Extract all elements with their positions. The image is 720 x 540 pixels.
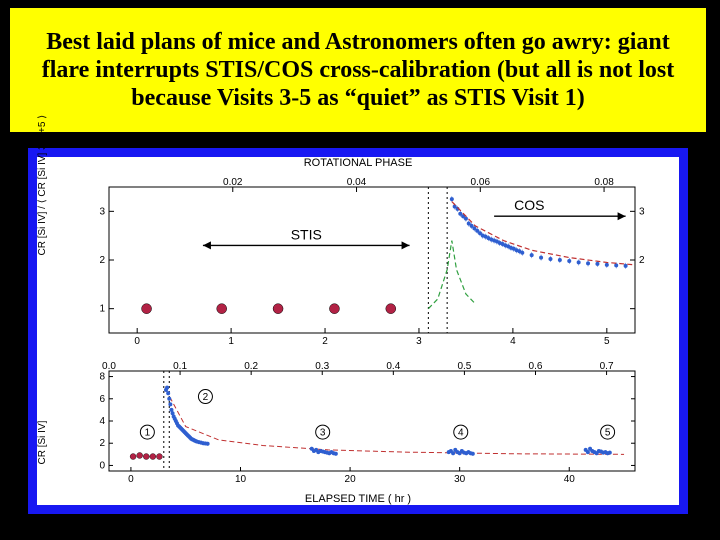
svg-text:40: 40 [564, 474, 576, 485]
svg-text:0: 0 [99, 460, 105, 471]
svg-text:5: 5 [604, 336, 610, 347]
svg-text:2: 2 [203, 392, 209, 403]
top-axis-title: ROTATIONAL PHASE [37, 157, 679, 169]
svg-text:0.02: 0.02 [223, 177, 243, 188]
svg-text:0.1: 0.1 [173, 361, 187, 372]
slide: Best laid plans of mice and Astronomers … [0, 0, 720, 540]
svg-text:8: 8 [99, 372, 105, 383]
svg-text:0.2: 0.2 [244, 361, 258, 372]
svg-text:1: 1 [99, 304, 105, 315]
y-axis-upper-title: CR [Si IV] / ⟨ CR [Si IV] 3+4+5 ⟩ [37, 115, 48, 256]
svg-text:6: 6 [99, 394, 105, 405]
svg-text:0: 0 [134, 336, 140, 347]
svg-text:5: 5 [605, 428, 611, 439]
svg-text:1: 1 [228, 336, 234, 347]
svg-text:0.04: 0.04 [347, 177, 367, 188]
svg-text:0.3: 0.3 [315, 361, 329, 372]
svg-text:10: 10 [235, 474, 247, 485]
title-text: Best laid plans of mice and Astronomers … [10, 24, 706, 117]
svg-text:3: 3 [99, 206, 105, 217]
svg-text:COS: COS [514, 197, 544, 213]
svg-text:0.08: 0.08 [594, 177, 614, 188]
y-axis-lower-title: CR [Si IV] [37, 421, 48, 465]
svg-text:STIS: STIS [291, 226, 322, 242]
chart-area: ROTATIONAL PHASE ELAPSED TIME ( hr ) CR … [37, 157, 679, 505]
upper-panel: 0.02 0.04 0.06 0.08 0 1 2 3 4 5 1 2 3 2 3 STIS COS [99, 175, 665, 347]
svg-text:0.06: 0.06 [471, 177, 491, 188]
svg-text:4: 4 [458, 428, 464, 439]
svg-text:2: 2 [639, 255, 645, 266]
title-box: Best laid plans of mice and Astronomers … [8, 6, 708, 134]
chart-frame: ROTATIONAL PHASE ELAPSED TIME ( hr ) CR … [28, 148, 688, 514]
svg-text:0.4: 0.4 [386, 361, 400, 372]
svg-text:3: 3 [416, 336, 422, 347]
svg-text:0.7: 0.7 [600, 361, 614, 372]
svg-text:0.6: 0.6 [529, 361, 543, 372]
svg-text:3: 3 [639, 206, 645, 217]
svg-text:2: 2 [322, 336, 328, 347]
svg-text:2: 2 [99, 438, 105, 449]
svg-text:30: 30 [454, 474, 466, 485]
svg-text:20: 20 [345, 474, 357, 485]
svg-text:4: 4 [99, 416, 105, 427]
svg-text:1: 1 [145, 428, 151, 439]
svg-text:0.0: 0.0 [102, 361, 116, 372]
svg-text:0.5: 0.5 [457, 361, 471, 372]
svg-text:4: 4 [510, 336, 516, 347]
bottom-axis-title: ELAPSED TIME ( hr ) [37, 493, 679, 505]
svg-text:0: 0 [128, 474, 134, 485]
svg-text:2: 2 [99, 255, 105, 266]
svg-text:3: 3 [320, 428, 326, 439]
lower-panel: 0.0 0.1 0.2 0.3 0.4 0.5 0.6 0.7 0 10 20 30 40 0 2 4 6 8 1 2… [99, 361, 665, 485]
